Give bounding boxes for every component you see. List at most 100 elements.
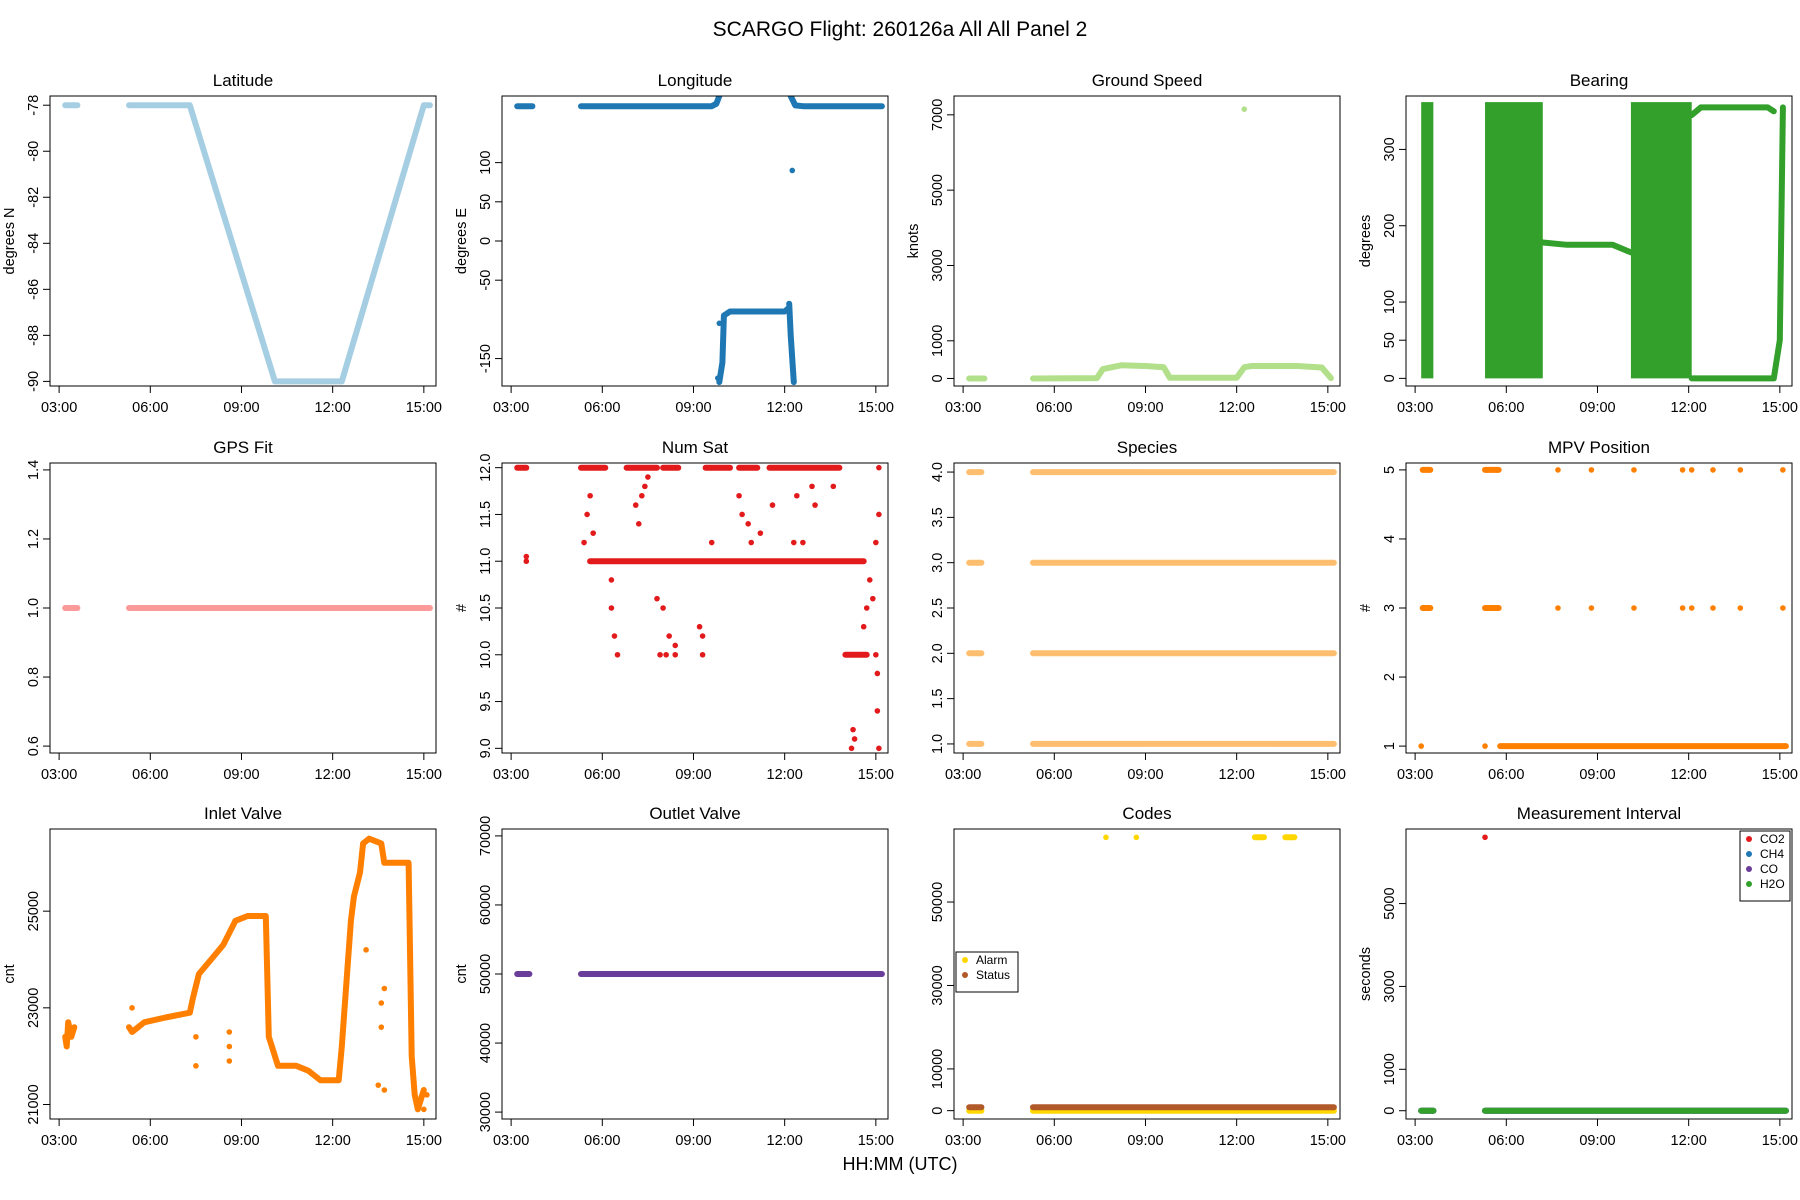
x-tick-label: 15:00 [406, 767, 442, 783]
figure-title: SCARGO Flight: 260126a All All Panel 2 [712, 18, 1088, 41]
x-tick-label: 12:00 [1219, 400, 1255, 416]
series-num-sat-point [639, 492, 645, 499]
series-num-sat-point [739, 511, 745, 518]
y-axis-label: degrees E [454, 208, 470, 274]
y-tick-label: 1.4 [26, 460, 42, 480]
y-tick-label: -150 [478, 344, 494, 373]
y-tick-label: 1.0 [26, 598, 42, 618]
series-alarm-point [1133, 834, 1140, 841]
series-num-sat-point [745, 521, 751, 527]
y-axis-label: # [454, 604, 470, 612]
x-tick-label: 03:00 [493, 767, 529, 783]
chart-ground-speed: Ground Speed 03:00 06:00 09:00 12:00 15:00 0 10… [906, 71, 1346, 416]
series-mpv-position-point [1780, 467, 1786, 473]
series-num-sat-point [699, 651, 706, 658]
x-tick-label: 12:00 [1671, 400, 1707, 416]
y-tick-label: 10.5 [478, 594, 494, 622]
y-tick-label: 21000 [26, 1084, 42, 1124]
y-tick-label: -78 [26, 95, 42, 116]
chart-mpv-position: MPV Position 03:00 06:00 09:00 12:00 15:00 1 2 3… [1358, 438, 1798, 783]
chart-title: Codes [1122, 804, 1171, 823]
series-num-sat-point [708, 539, 715, 546]
series-mpv-position-point [1688, 467, 1695, 473]
chart-title: Ground Speed [1092, 71, 1203, 90]
x-tick-label: 06:00 [132, 767, 168, 783]
series-num-sat-point [748, 539, 755, 546]
series-num-sat-point [809, 483, 815, 490]
x-tick-label: 09:00 [223, 400, 259, 416]
y-tick-label: 9.0 [478, 738, 494, 758]
x-tick-label: 06:00 [584, 767, 620, 783]
series-num-sat-point [876, 511, 882, 518]
y-tick-label: 50 [1382, 332, 1398, 348]
series-num-sat-point [645, 474, 651, 480]
x-tick-label: 12:00 [1671, 1133, 1707, 1149]
series-num-sat-point [608, 605, 615, 611]
legend-label: CH4 [1760, 847, 1784, 861]
legend-marker [1746, 881, 1752, 887]
plot-area [62, 102, 433, 385]
x-tick-label: 03:00 [1397, 1133, 1433, 1149]
x-tick-label: 06:00 [584, 400, 620, 416]
series-num-sat-point [590, 530, 596, 536]
x-tick-label: 09:00 [675, 767, 711, 783]
x-tick-label: 03:00 [493, 1133, 529, 1149]
legend-marker [1746, 866, 1752, 872]
series-num-sat-point [523, 553, 530, 560]
series-num-sat-point [800, 539, 806, 546]
x-tick-label: 12:00 [767, 400, 803, 416]
series-mpv-position-point [1418, 743, 1424, 749]
series-mpv-position-point [1737, 605, 1744, 611]
series-ground-speed-point [1241, 106, 1248, 112]
series-inlet-valve-point [226, 1029, 233, 1035]
series-mpv-position-point [1710, 605, 1716, 611]
series-mpv-position-point [1482, 743, 1488, 749]
y-tick-label: 100 [1382, 290, 1398, 314]
x-tick-label: 06:00 [584, 1133, 620, 1149]
x-tick-label: 06:00 [1488, 1133, 1524, 1149]
x-tick-label: 12:00 [767, 767, 803, 783]
y-tick-label: -84 [26, 233, 42, 254]
plot-area [514, 464, 882, 752]
series-num-sat-point [632, 502, 639, 508]
chart-title: MPV Position [1548, 438, 1650, 457]
x-tick-label: 06:00 [132, 1133, 168, 1149]
series-longitude-point [716, 320, 723, 327]
y-tick-label: -86 [26, 279, 42, 300]
x-tick-label: 15:00 [1310, 1133, 1346, 1149]
y-tick-label: 0 [1382, 374, 1398, 382]
y-axis-label: cnt [454, 964, 470, 983]
series-inlet-valve-point [363, 947, 369, 953]
plot-frame [501, 462, 889, 754]
plot-area [1421, 102, 1786, 382]
x-tick-label: 12:00 [315, 767, 351, 783]
series-num-sat-point [660, 605, 666, 611]
series-inlet-valve-point [226, 1058, 233, 1064]
series-mpv-position-point [1631, 467, 1637, 473]
x-tick-label: 09:00 [1127, 400, 1163, 416]
y-axis-label: degrees [1358, 215, 1374, 267]
y-tick-label: 11.5 [478, 501, 494, 528]
y-tick-label: 40000 [478, 1023, 494, 1063]
plot-frame [1405, 828, 1793, 1120]
plot-frame [953, 95, 1341, 387]
series-num-sat-point [523, 558, 530, 565]
x-tick-label: 15:00 [1310, 767, 1346, 783]
legend-marker [1746, 836, 1752, 842]
chart-title: Measurement Interval [1517, 804, 1681, 823]
series-mpv-position-point [1679, 605, 1686, 611]
x-tick-label: 12:00 [1219, 767, 1255, 783]
series-latitude-trace [126, 102, 433, 385]
series-num-sat-point [587, 492, 593, 499]
series-inlet-valve-trace [126, 835, 427, 1113]
y-tick-label: 2.5 [930, 598, 946, 618]
y-tick-label: 25000 [26, 891, 42, 931]
series-num-sat-point [642, 483, 648, 490]
series-longitude-trace [786, 300, 797, 386]
series-num-sat-point [672, 651, 679, 658]
x-tick-label: 09:00 [1579, 767, 1615, 783]
series-mpv-position-point [1688, 605, 1695, 611]
series-mpv-position-point [1555, 467, 1561, 473]
x-tick-label: 03:00 [41, 767, 77, 783]
